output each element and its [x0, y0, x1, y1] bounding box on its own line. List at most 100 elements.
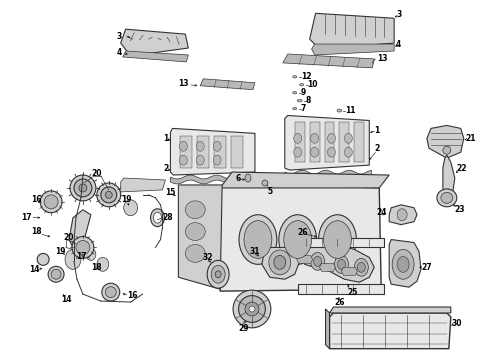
Ellipse shape	[123, 200, 138, 216]
Polygon shape	[312, 44, 394, 55]
Ellipse shape	[293, 107, 297, 110]
Ellipse shape	[86, 248, 96, 260]
Ellipse shape	[441, 192, 453, 203]
Ellipse shape	[269, 250, 291, 275]
Ellipse shape	[338, 260, 345, 269]
Ellipse shape	[233, 290, 271, 328]
Text: 17: 17	[21, 213, 32, 222]
Text: 23: 23	[455, 205, 466, 214]
Ellipse shape	[150, 209, 165, 227]
Text: 2: 2	[164, 163, 169, 172]
Polygon shape	[178, 185, 222, 289]
Text: 11: 11	[345, 106, 356, 115]
Polygon shape	[220, 172, 389, 188]
Polygon shape	[285, 116, 369, 170]
Ellipse shape	[196, 141, 204, 151]
Text: 9: 9	[301, 88, 306, 97]
Text: 32: 32	[202, 253, 213, 262]
Polygon shape	[443, 155, 455, 200]
Text: 20: 20	[91, 168, 101, 177]
Bar	[197, 136, 209, 168]
Polygon shape	[171, 175, 251, 184]
Ellipse shape	[335, 255, 348, 273]
Text: 18: 18	[31, 227, 42, 236]
Bar	[310, 122, 319, 162]
Ellipse shape	[70, 175, 96, 201]
Polygon shape	[283, 54, 374, 68]
Ellipse shape	[392, 249, 414, 279]
Ellipse shape	[327, 133, 336, 143]
Text: 29: 29	[238, 324, 248, 333]
Bar	[294, 122, 305, 162]
Text: 2: 2	[374, 144, 380, 153]
Bar	[340, 122, 349, 162]
Bar	[180, 136, 192, 168]
Text: 31: 31	[250, 247, 261, 256]
Text: 16: 16	[31, 195, 42, 204]
Text: 20: 20	[63, 233, 74, 242]
Bar	[231, 136, 243, 168]
Text: 15: 15	[166, 188, 176, 197]
Polygon shape	[298, 238, 384, 247]
Ellipse shape	[215, 271, 221, 278]
Ellipse shape	[72, 237, 94, 258]
Ellipse shape	[293, 76, 297, 78]
Ellipse shape	[97, 257, 109, 271]
Ellipse shape	[318, 215, 356, 264]
Text: 22: 22	[457, 163, 467, 172]
Text: 4: 4	[396, 40, 401, 49]
Polygon shape	[305, 243, 374, 282]
Ellipse shape	[239, 296, 266, 323]
Polygon shape	[121, 29, 188, 56]
Ellipse shape	[279, 215, 317, 264]
Ellipse shape	[443, 146, 451, 154]
Text: 12: 12	[301, 72, 311, 81]
Text: 3: 3	[396, 10, 401, 19]
Ellipse shape	[354, 258, 368, 276]
Bar	[324, 122, 335, 162]
Text: 16: 16	[127, 291, 137, 300]
Ellipse shape	[65, 249, 81, 269]
Text: 3: 3	[117, 32, 122, 41]
Text: 24: 24	[376, 208, 387, 217]
Ellipse shape	[213, 155, 221, 165]
Polygon shape	[298, 284, 384, 294]
Text: 26: 26	[335, 298, 345, 307]
Ellipse shape	[213, 141, 221, 151]
Polygon shape	[342, 267, 357, 275]
Text: 13: 13	[178, 79, 189, 88]
Bar	[214, 136, 226, 168]
Text: 28: 28	[163, 213, 173, 222]
Ellipse shape	[337, 109, 342, 112]
Ellipse shape	[294, 133, 302, 143]
Text: 25: 25	[347, 288, 358, 297]
Ellipse shape	[344, 147, 352, 157]
Ellipse shape	[179, 141, 187, 151]
Polygon shape	[69, 210, 91, 247]
Polygon shape	[121, 178, 166, 192]
Polygon shape	[310, 13, 394, 49]
Polygon shape	[325, 309, 329, 349]
Text: 4: 4	[117, 49, 122, 58]
Polygon shape	[329, 307, 451, 313]
Polygon shape	[285, 170, 371, 179]
Ellipse shape	[274, 255, 286, 269]
Ellipse shape	[196, 155, 204, 165]
Text: 14: 14	[29, 265, 40, 274]
Polygon shape	[319, 264, 336, 271]
Ellipse shape	[239, 215, 277, 264]
Ellipse shape	[37, 253, 49, 265]
Ellipse shape	[397, 209, 407, 221]
Text: 18: 18	[91, 263, 101, 272]
Ellipse shape	[179, 155, 187, 165]
Ellipse shape	[311, 252, 324, 270]
Ellipse shape	[327, 147, 336, 157]
Ellipse shape	[293, 91, 297, 94]
Ellipse shape	[74, 179, 92, 197]
Ellipse shape	[357, 262, 366, 272]
Ellipse shape	[105, 192, 112, 198]
Ellipse shape	[102, 283, 120, 301]
Polygon shape	[262, 247, 300, 279]
Ellipse shape	[397, 256, 409, 272]
Ellipse shape	[76, 240, 90, 255]
